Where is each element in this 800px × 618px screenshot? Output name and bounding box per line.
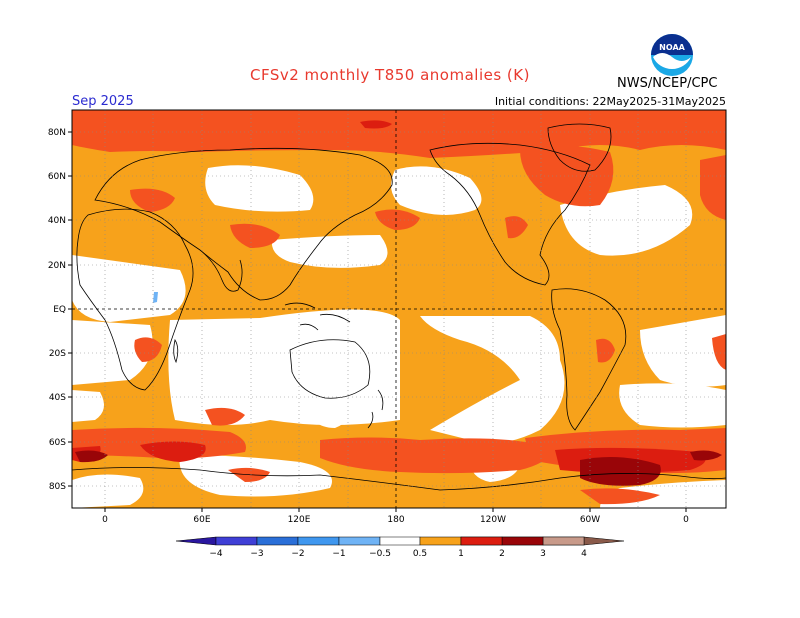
colorbar-swatch xyxy=(379,536,421,546)
colorbar-swatch xyxy=(583,536,625,546)
map-title: CFSv2 monthly T850 anomalies (K) xyxy=(250,66,530,84)
colorbar-swatch xyxy=(256,536,299,546)
colorbar-label: 1 xyxy=(458,549,464,559)
colorbar-swatch xyxy=(419,536,462,546)
lat-label: EQ xyxy=(53,305,66,315)
colorbar-swatch xyxy=(542,536,585,546)
lat-label: 20N xyxy=(48,261,66,271)
lat-label: 60N xyxy=(48,172,66,182)
agency-label: NWS/NCEP/CPC xyxy=(617,76,718,91)
lat-label: 80N xyxy=(48,128,66,138)
colorbar-swatch xyxy=(215,536,258,546)
lon-label: 180 xyxy=(387,515,404,525)
colorbar-label: 4 xyxy=(581,549,587,559)
svg-text:NOAA: NOAA xyxy=(659,43,685,52)
colorbar-label: 3 xyxy=(540,549,546,559)
lon-label: 0 xyxy=(683,515,689,525)
lat-label: 40S xyxy=(49,393,66,403)
initial-conditions-label: Initial conditions: 22May2025-31May2025 xyxy=(494,95,726,108)
noaa-logo-icon: NOAA xyxy=(651,34,693,76)
colorbar-swatch xyxy=(297,536,340,546)
colorbar-label: 2 xyxy=(499,549,505,559)
lon-label: 120W xyxy=(480,515,506,525)
lon-label: 0 xyxy=(102,515,108,525)
lat-label: 80S xyxy=(49,482,66,492)
anomaly-field xyxy=(72,110,726,508)
lat-label: 40N xyxy=(48,216,66,226)
lon-label: 60E xyxy=(193,515,210,525)
colorbar: −4 −3 −2 −1 −0.5 0.5 1 2 3 4 xyxy=(175,536,625,559)
colorbar-label: −4 xyxy=(209,549,223,559)
colorbar-swatch xyxy=(501,536,544,546)
longitude-axis: 0 60E 120E 180 120W 60W 0 xyxy=(102,508,689,525)
lat-label: 60S xyxy=(49,438,66,448)
graticule xyxy=(72,110,726,508)
colorbar-swatch xyxy=(460,536,503,546)
colorbar-swatch xyxy=(175,536,217,546)
lon-label: 120E xyxy=(288,515,311,525)
colorbar-swatch xyxy=(338,536,381,546)
colorbar-label: 0.5 xyxy=(413,549,427,559)
valid-month-label: Sep 2025 xyxy=(72,94,134,109)
colorbar-label: −0.5 xyxy=(369,549,391,559)
colorbar-label: −2 xyxy=(291,549,304,559)
colorbar-label: −3 xyxy=(250,549,263,559)
coastline-outlines xyxy=(72,123,726,491)
lat-label: 20S xyxy=(49,349,66,359)
lon-label: 60W xyxy=(580,515,600,525)
colorbar-label: −1 xyxy=(332,549,345,559)
latitude-axis: 80N 60N 40N 20N EQ 20S 40S 60S 80S xyxy=(48,128,72,492)
